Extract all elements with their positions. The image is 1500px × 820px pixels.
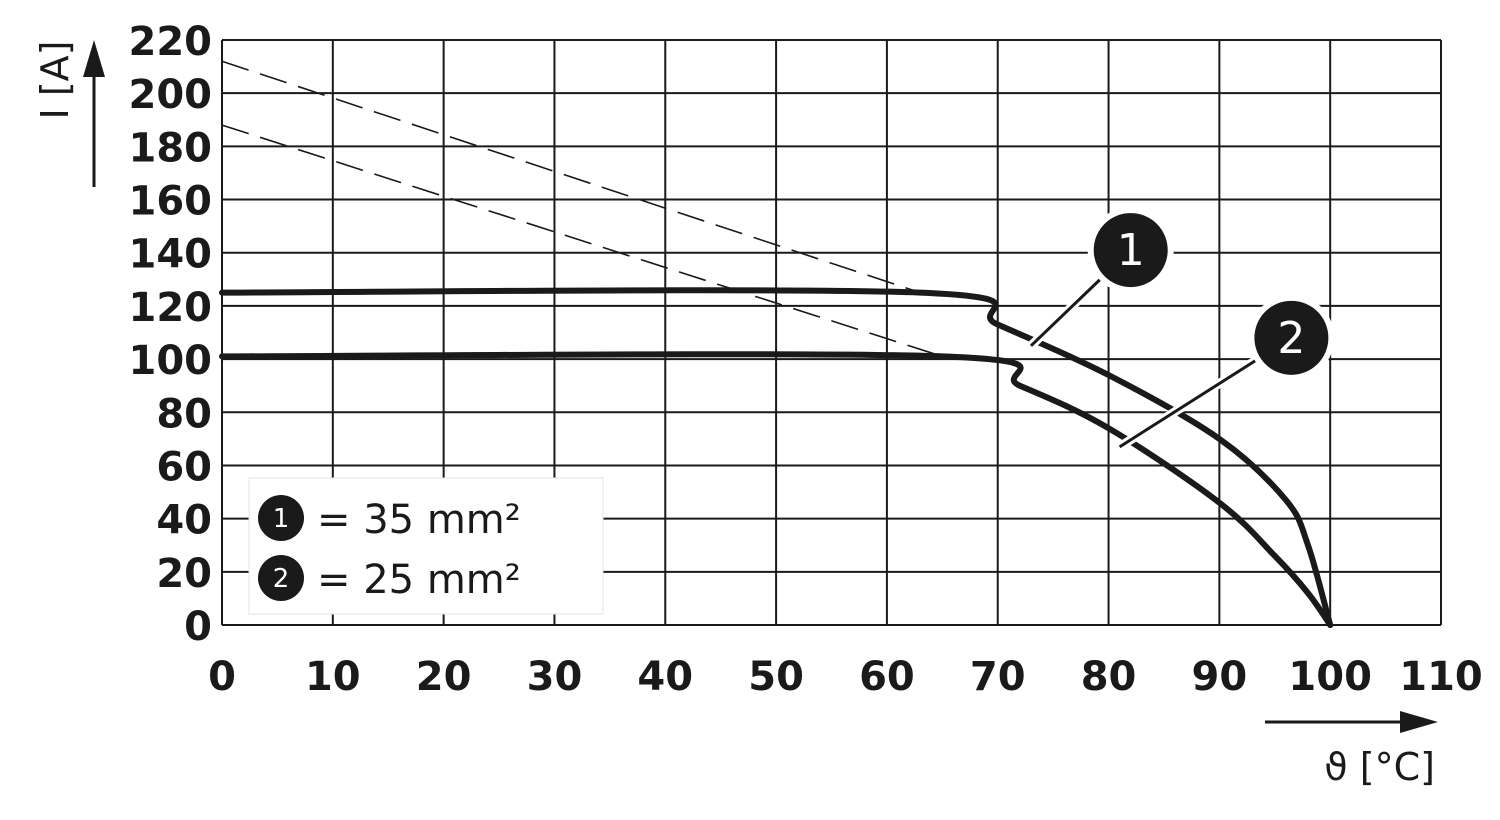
callout-1-badge — [1093, 213, 1168, 288]
y-tick-label-8: 160 — [129, 179, 213, 225]
callout-2-badge — [1254, 300, 1329, 375]
x-tick-labels: 0 10 20 30 40 50 60 70 80 90 100 110 — [208, 654, 1483, 700]
y-tick-label-5: 100 — [129, 338, 213, 384]
x-tick-label-3: 30 — [527, 654, 583, 700]
callout-2-badge-label: 2 — [1277, 313, 1305, 364]
y-tick-label-9: 180 — [129, 125, 213, 171]
callout-2-leader — [1118, 355, 1262, 449]
x-tick-label-0: 0 — [208, 654, 236, 700]
legend-entry-1-text: = 35 mm² — [317, 497, 521, 543]
callout-layer: 12 — [1027, 207, 1335, 451]
y-tick-label-11: 220 — [129, 19, 213, 65]
y-tick-label-0: 0 — [184, 604, 212, 650]
x-tick-label-9: 90 — [1192, 654, 1248, 700]
x-tick-label-7: 70 — [970, 654, 1026, 700]
y-tick-label-1: 20 — [156, 551, 212, 597]
x-tick-label-6: 60 — [859, 654, 915, 700]
y-tick-label-2: 40 — [156, 498, 212, 544]
y-tick-labels: 0 20 40 60 80 100 120 140 160 180 200 220 — [129, 19, 213, 650]
y-tick-label-4: 80 — [156, 391, 212, 437]
y-tick-label-10: 200 — [129, 72, 213, 118]
legend-badge-2-label: 2 — [273, 564, 290, 594]
x-tick-label-11: 110 — [1399, 654, 1483, 700]
callout-1-badge-label: 1 — [1117, 225, 1145, 276]
x-axis-title: ϑ [°C] — [1265, 711, 1438, 789]
legend-badge-2 — [258, 555, 304, 601]
y-tick-label-6: 120 — [129, 285, 213, 331]
legend-box — [248, 477, 604, 615]
y-axis-label: I [A] — [33, 41, 77, 120]
x-tick-label-2: 20 — [416, 654, 472, 700]
series-1-extrapolation — [221, 60, 921, 294]
series-1-line — [219, 287, 1334, 628]
x-tick-label-8: 80 — [1081, 654, 1137, 700]
series-layer — [219, 60, 1334, 628]
legend-entry-2: 2 = 25 mm² — [258, 555, 521, 603]
legend-badge-1 — [258, 495, 304, 541]
legend: 1 = 35 mm² 2 = 25 mm² — [248, 477, 604, 615]
y-axis-arrow-head — [83, 40, 105, 77]
x-tick-label-5: 50 — [748, 654, 804, 700]
callout-1-leader — [1029, 273, 1106, 347]
legend-entry-1: 1 = 35 mm² — [258, 495, 521, 543]
x-tick-label-10: 100 — [1288, 654, 1372, 700]
x-axis-arrow-head — [1400, 711, 1438, 733]
series-2-line — [219, 351, 1334, 628]
x-axis-label: ϑ [°C] — [1324, 745, 1435, 789]
x-tick-label-1: 10 — [305, 654, 361, 700]
y-tick-label-7: 140 — [129, 232, 213, 278]
legend-entry-2-text: = 25 mm² — [317, 557, 521, 603]
y-axis-title: I [A] — [33, 40, 105, 187]
series-2-extrapolation — [221, 124, 943, 358]
y-tick-label-3: 60 — [156, 444, 212, 490]
x-tick-label-4: 40 — [637, 654, 693, 700]
grid — [221, 39, 1442, 626]
legend-badge-1-label: 1 — [273, 504, 290, 534]
